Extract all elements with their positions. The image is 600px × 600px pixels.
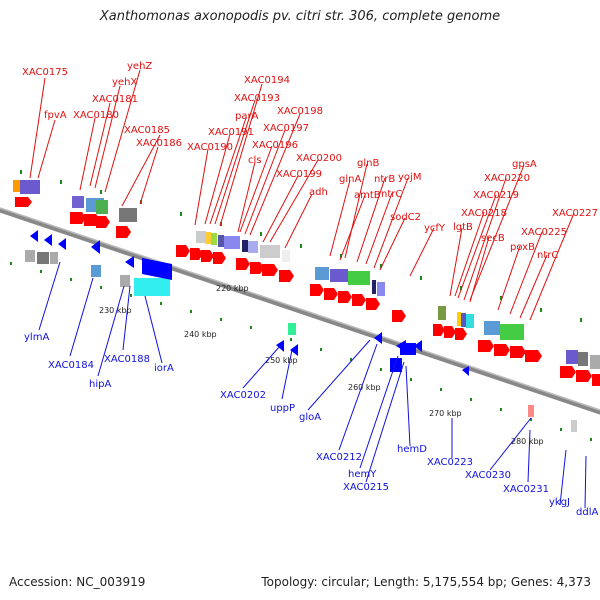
forward-label[interactable]: XAC0181	[92, 94, 138, 105]
forward-callouts	[29, 69, 575, 321]
forward-label[interactable]: XAC0197	[263, 123, 309, 134]
reverse-label[interactable]: hemY	[348, 469, 377, 480]
forward-label[interactable]: adh	[309, 187, 328, 198]
scale-tick-280: 280 kbp	[511, 437, 544, 446]
genome-title: Xanthomonas axonopodis pv. citri str. 30…	[99, 9, 501, 24]
reverse-label[interactable]: XAC0231	[503, 484, 549, 495]
forward-label[interactable]: fpvA	[44, 110, 67, 121]
forward-label[interactable]: lgtB	[453, 222, 473, 233]
reverse-label[interactable]: uppP	[270, 403, 295, 414]
forward-label[interactable]: XAC0194	[244, 75, 290, 86]
forward-label[interactable]: XAC0190	[187, 142, 233, 153]
forward-label[interactable]: ntrC	[537, 250, 558, 261]
forward-label[interactable]: glnA	[339, 174, 361, 185]
forward-label[interactable]: gpsA	[512, 159, 537, 170]
reverse-label[interactable]: gloA	[299, 412, 321, 423]
scale-tick-220: 220 kbp	[216, 284, 249, 293]
reverse-genes[interactable]	[25, 230, 577, 432]
forward-label[interactable]: secB	[481, 233, 505, 244]
topology-summary: Topology: circular; Length: 5,175,554 bp…	[261, 575, 591, 589]
forward-label[interactable]: XAC0193	[234, 93, 280, 104]
forward-label[interactable]: amtB	[354, 190, 381, 201]
forward-label[interactable]: XAC0219	[473, 190, 519, 201]
reverse-label[interactable]: ylmA	[24, 332, 49, 343]
forward-label[interactable]: XAC0185	[124, 125, 170, 136]
forward-genes[interactable]	[13, 180, 600, 386]
reverse-labels: ylmA XAC0184 XAC0188 hipA iorA XAC0202 u…	[24, 332, 598, 518]
scale-tick-270: 270 kbp	[429, 409, 462, 418]
reverse-callouts	[38, 261, 587, 509]
forward-labels: XAC0175 fpvA yehZ yehX XAC0181 XAC0180 X…	[22, 61, 598, 261]
forward-label[interactable]: XAC0175	[22, 67, 68, 78]
forward-label[interactable]: XAC0218	[461, 208, 507, 219]
reverse-label[interactable]: hemD	[397, 444, 427, 455]
forward-label[interactable]: ntrC	[381, 189, 402, 200]
scale-tick-240: 240 kbp	[184, 330, 217, 339]
scale-tick-260: 260 kbp	[348, 383, 381, 392]
reverse-label[interactable]: ykgJ	[549, 497, 570, 508]
reverse-label[interactable]: hipA	[89, 379, 111, 390]
reverse-label[interactable]: XAC0184	[48, 360, 94, 371]
forward-label[interactable]: yehZ	[127, 61, 152, 72]
reverse-label[interactable]: XAC0188	[104, 354, 150, 365]
forward-label[interactable]: yehX	[112, 77, 137, 88]
forward-label[interactable]: poxB	[510, 242, 535, 253]
scale-tick-250: 250 kbp	[265, 356, 298, 365]
inner-tick-row-2	[290, 338, 592, 441]
forward-label[interactable]: XAC0198	[277, 106, 323, 117]
forward-label[interactable]: parA	[235, 111, 259, 122]
reverse-label[interactable]: XAC0202	[220, 390, 266, 401]
forward-label[interactable]: XAC0200	[296, 153, 342, 164]
forward-label[interactable]: XAC0191	[208, 127, 254, 138]
scale-labels: 220 kbp 230 kbp 240 kbp 250 kbp 260 kbp …	[99, 284, 544, 446]
forward-label[interactable]: cls	[248, 155, 262, 166]
forward-label[interactable]: yojM	[398, 172, 421, 183]
forward-label[interactable]: XAC0196	[252, 140, 298, 151]
reverse-label[interactable]: XAC0212	[316, 452, 362, 463]
scale-tick-230: 230 kbp	[99, 306, 132, 315]
reverse-label[interactable]: XAC0230	[465, 470, 511, 481]
forward-label[interactable]: glnB	[357, 158, 379, 169]
reverse-label[interactable]: iorA	[154, 363, 174, 374]
forward-label[interactable]: XAC0225	[521, 227, 567, 238]
forward-label[interactable]: XAC0180	[73, 110, 119, 121]
inner-tick-row-1	[10, 262, 252, 329]
reverse-label[interactable]: XAC0215	[343, 482, 389, 493]
forward-label[interactable]: ntrB	[374, 174, 395, 185]
accession-text: Accession: NC_003919	[9, 575, 146, 589]
forward-label[interactable]: XAC0227	[552, 208, 598, 219]
forward-label[interactable]: XAC0220	[484, 173, 530, 184]
forward-label[interactable]: XAC0186	[136, 138, 182, 149]
reverse-label[interactable]: XAC0223	[427, 457, 473, 468]
reverse-label[interactable]: ddlA	[576, 507, 598, 518]
forward-label[interactable]: XAC0199	[276, 169, 322, 180]
forward-label[interactable]: ycfY	[424, 223, 446, 234]
forward-label[interactable]: sodC2	[390, 212, 421, 223]
